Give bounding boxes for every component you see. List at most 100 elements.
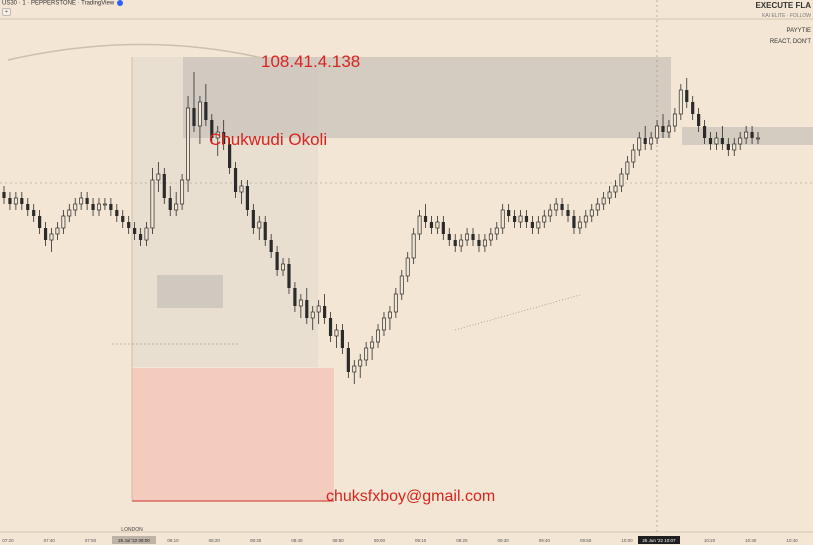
candle bbox=[364, 342, 369, 366]
x-tick-label: 10:00 bbox=[621, 538, 633, 543]
candle bbox=[32, 204, 36, 222]
highlight-label-right: 25 Jun '22 10:07 bbox=[642, 538, 676, 543]
candle bbox=[524, 210, 529, 228]
candle-body bbox=[666, 125, 671, 133]
x-tick-label: 09:30 bbox=[498, 538, 510, 543]
candle-body bbox=[512, 216, 517, 222]
candle bbox=[661, 114, 665, 138]
candle bbox=[43, 222, 48, 246]
x-tick-label: 08:20 bbox=[209, 538, 221, 543]
candle-body bbox=[156, 173, 161, 181]
candle bbox=[429, 216, 434, 234]
candle bbox=[613, 180, 618, 198]
candle-body bbox=[530, 222, 534, 228]
candle bbox=[20, 192, 24, 210]
candle-body bbox=[316, 305, 321, 313]
candle-body bbox=[649, 137, 654, 145]
candle-body bbox=[732, 143, 737, 151]
candle-body bbox=[49, 233, 54, 241]
candle bbox=[287, 258, 291, 294]
candle bbox=[399, 270, 404, 300]
candle bbox=[750, 126, 754, 144]
candle bbox=[530, 216, 534, 234]
candle-body bbox=[720, 138, 724, 144]
candle bbox=[518, 210, 523, 228]
candle-body bbox=[370, 341, 375, 349]
x-tick-label: 09:00 bbox=[374, 538, 386, 543]
candle bbox=[322, 294, 327, 324]
candle bbox=[577, 216, 582, 234]
candle bbox=[666, 120, 671, 138]
candle-body bbox=[180, 179, 185, 205]
session-label: LONDON bbox=[121, 527, 143, 533]
candle bbox=[744, 126, 749, 144]
candle-body bbox=[162, 174, 166, 198]
candle-body bbox=[322, 306, 327, 318]
candle-body bbox=[287, 264, 291, 288]
candle-body bbox=[210, 120, 214, 138]
candle-body bbox=[708, 138, 713, 144]
candle bbox=[447, 228, 451, 246]
candle bbox=[358, 354, 363, 378]
candle bbox=[138, 228, 143, 246]
candle bbox=[738, 132, 743, 150]
candle-body bbox=[583, 215, 588, 223]
candles-group bbox=[2, 72, 760, 384]
candle bbox=[192, 72, 196, 132]
candle-body bbox=[500, 209, 505, 229]
candle bbox=[482, 234, 487, 252]
candle-body bbox=[548, 209, 553, 217]
candle-body bbox=[477, 240, 481, 246]
candle bbox=[477, 234, 481, 252]
candle-body bbox=[619, 173, 624, 187]
candle bbox=[536, 216, 541, 234]
candle bbox=[73, 198, 78, 216]
candle-body bbox=[376, 329, 380, 343]
candle-body bbox=[607, 191, 612, 199]
arc-line bbox=[7, 43, 263, 61]
candle bbox=[643, 126, 647, 150]
candle-body bbox=[73, 203, 78, 211]
candle bbox=[637, 132, 642, 156]
candle-body bbox=[251, 210, 255, 228]
candle-body bbox=[685, 90, 689, 102]
candle bbox=[215, 126, 220, 156]
candle bbox=[263, 216, 267, 246]
candle-body bbox=[245, 186, 250, 210]
candle-body bbox=[726, 144, 730, 150]
candle bbox=[672, 108, 677, 132]
candle-body bbox=[613, 185, 618, 193]
candle bbox=[150, 168, 155, 234]
candle bbox=[115, 204, 119, 222]
candle-body bbox=[364, 347, 369, 361]
candle-body bbox=[382, 317, 386, 331]
candle bbox=[512, 210, 517, 228]
x-tick-label: 09:40 bbox=[539, 538, 551, 543]
candle bbox=[500, 204, 505, 234]
candle-body bbox=[97, 203, 101, 211]
candle-body bbox=[340, 330, 345, 348]
candle bbox=[334, 324, 339, 348]
candle bbox=[102, 198, 107, 210]
candle bbox=[85, 192, 89, 210]
candle bbox=[293, 282, 297, 312]
candle-body bbox=[589, 209, 594, 217]
candle-body bbox=[133, 228, 137, 234]
candle bbox=[619, 168, 624, 192]
candle bbox=[346, 342, 350, 378]
candle bbox=[507, 204, 511, 222]
candle bbox=[542, 210, 547, 228]
collapse-button[interactable]: + bbox=[2, 8, 11, 16]
watermark-ip: 108.41.4.138 bbox=[261, 52, 361, 71]
candle-body bbox=[13, 197, 18, 205]
candle-body bbox=[204, 102, 208, 120]
x-tick-label: 08:30 bbox=[250, 538, 262, 543]
candle-body bbox=[595, 203, 600, 211]
candle bbox=[393, 288, 398, 318]
candle-body bbox=[554, 203, 559, 211]
zone-red bbox=[132, 368, 334, 501]
candle-body bbox=[399, 275, 404, 295]
candle-body bbox=[482, 239, 487, 247]
candle-body bbox=[744, 131, 749, 139]
